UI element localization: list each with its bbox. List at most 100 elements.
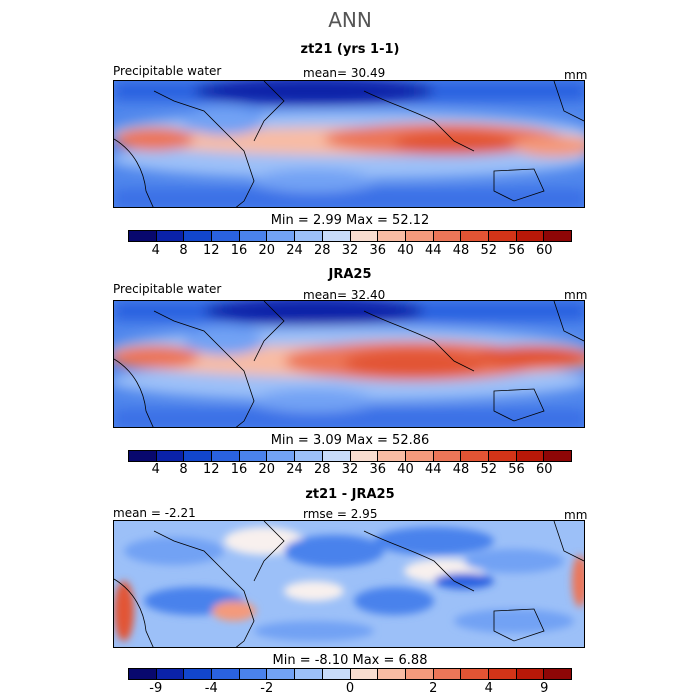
panel-2-mean-label: mean= 32.40 <box>303 288 386 302</box>
colorbar-tick-label: 20 <box>258 243 276 258</box>
colorbar-box <box>544 669 571 679</box>
colorbar-box <box>516 451 545 461</box>
colorbar-tick-label: 16 <box>230 462 248 477</box>
colorbar-box <box>350 451 379 461</box>
colorbar-box <box>516 231 545 241</box>
panel-1-colorbar-ticks: 4 8 12 16 20 24 28 32 36 40 44 48 52 56 60 <box>128 243 572 259</box>
colorbar-tick-label: 28 <box>313 243 331 258</box>
colorbar-box <box>239 231 268 241</box>
colorbar-tick-label: 36 <box>369 243 387 258</box>
colorbar-box <box>433 231 462 241</box>
panel-3-colorbar <box>128 668 572 680</box>
colorbar-box <box>295 669 323 679</box>
colorbar-tick-label: 56 <box>508 462 525 477</box>
colorbar-box <box>212 669 240 679</box>
colorbar-tick-label: 60 <box>535 462 553 477</box>
panel-3-coastlines <box>114 521 584 647</box>
colorbar-box <box>267 451 296 461</box>
colorbar-tick-label: 52 <box>480 243 498 258</box>
colorbar-box <box>239 451 268 461</box>
colorbar-tick-label: 4 <box>151 462 160 477</box>
colorbar-box <box>488 451 517 461</box>
colorbar-box <box>295 231 323 241</box>
colorbar-box <box>295 451 323 461</box>
colorbar-tick-label: 24 <box>286 243 303 258</box>
panel-1-units-label: mm <box>564 68 588 82</box>
panel-3-mean-label: mean = -2.21 <box>113 506 196 520</box>
panel-2-colorbar <box>128 450 572 462</box>
colorbar-box <box>378 451 406 461</box>
panel-3-map-field <box>114 521 584 647</box>
colorbar-box <box>350 231 379 241</box>
panel-2-map-field <box>114 301 584 427</box>
panel-3-colorbar-ticks: -9 -4 -2 0 2 4 9 <box>128 681 572 697</box>
panel-2-coastlines <box>114 301 584 427</box>
colorbar-tick-label: -2 <box>260 681 274 696</box>
colorbar-box <box>156 231 185 241</box>
colorbar-tick-label: 0 <box>345 681 355 696</box>
colorbar-tick-label: 40 <box>397 243 414 258</box>
colorbar-box <box>322 451 351 461</box>
colorbar-tick-label: 8 <box>179 243 188 258</box>
panel-2-minmax: Min = 3.09 Max = 52.86 <box>270 433 430 448</box>
panel-2-map <box>113 300 585 428</box>
colorbar-box <box>378 669 406 679</box>
panel-3-units-label: mm <box>564 508 588 522</box>
colorbar-tick-label: 4 <box>151 243 160 258</box>
colorbar-box <box>212 451 240 461</box>
colorbar-box <box>156 451 185 461</box>
panel-3-title: zt21 - JRA25 <box>305 487 395 502</box>
panel-2-colorbar-ticks: 4 8 12 16 20 24 28 32 36 40 44 48 52 56 60 <box>128 462 572 478</box>
colorbar-tick-label: 28 <box>313 462 331 477</box>
colorbar-box <box>129 669 157 679</box>
colorbar-tick-label: 4 <box>484 681 493 696</box>
panel-2-variable-label: Precipitable water <box>113 282 222 296</box>
panel-1-colorbar <box>128 230 572 242</box>
figure-title: ANN <box>328 8 372 32</box>
colorbar-tick-label: 32 <box>341 462 359 477</box>
colorbar-tick-label: 24 <box>286 462 303 477</box>
colorbar-box <box>433 451 462 461</box>
colorbar-tick-label: 36 <box>369 462 387 477</box>
colorbar-tick-label: 32 <box>341 243 359 258</box>
colorbar-box <box>156 669 185 679</box>
colorbar-box <box>433 669 462 679</box>
panel-1-coastlines <box>114 81 584 207</box>
colorbar-box <box>129 451 157 461</box>
colorbar-box <box>184 669 213 679</box>
colorbar-box <box>544 451 571 461</box>
colorbar-tick-label: 60 <box>535 243 553 258</box>
colorbar-tick-label: 2 <box>429 681 438 696</box>
panel-3-map <box>113 520 585 648</box>
colorbar-tick-label: 44 <box>424 462 442 477</box>
colorbar-box <box>488 669 517 679</box>
colorbar-box <box>488 231 517 241</box>
colorbar-box <box>184 451 213 461</box>
colorbar-tick-label: 12 <box>202 243 220 258</box>
colorbar-tick-label: 20 <box>258 462 276 477</box>
colorbar-tick-label: -4 <box>204 681 218 696</box>
colorbar-box <box>405 451 434 461</box>
colorbar-tick-label: 16 <box>230 243 248 258</box>
panel-3-rmse-label: rmse = 2.95 <box>303 507 378 521</box>
colorbar-box <box>350 669 379 679</box>
panel-1-variable-label: Precipitable water <box>113 64 222 78</box>
colorbar-tick-label: 40 <box>397 462 414 477</box>
panel-1-minmax: Min = 2.99 Max = 52.12 <box>270 213 430 228</box>
colorbar-box <box>129 231 157 241</box>
colorbar-tick-label: 48 <box>452 462 470 477</box>
colorbar-box <box>184 231 213 241</box>
colorbar-box <box>461 231 489 241</box>
colorbar-box <box>405 231 434 241</box>
colorbar-box <box>378 231 406 241</box>
colorbar-tick-label: 9 <box>540 681 549 696</box>
panel-2-units-label: mm <box>564 288 588 302</box>
colorbar-tick-label: -9 <box>149 681 163 696</box>
colorbar-box <box>461 451 489 461</box>
colorbar-box <box>516 669 545 679</box>
colorbar-box <box>405 669 434 679</box>
panel-1-map <box>113 80 585 208</box>
colorbar-tick-label: 56 <box>508 243 525 258</box>
colorbar-tick-label: 48 <box>452 243 470 258</box>
colorbar-tick-label: 12 <box>202 462 220 477</box>
